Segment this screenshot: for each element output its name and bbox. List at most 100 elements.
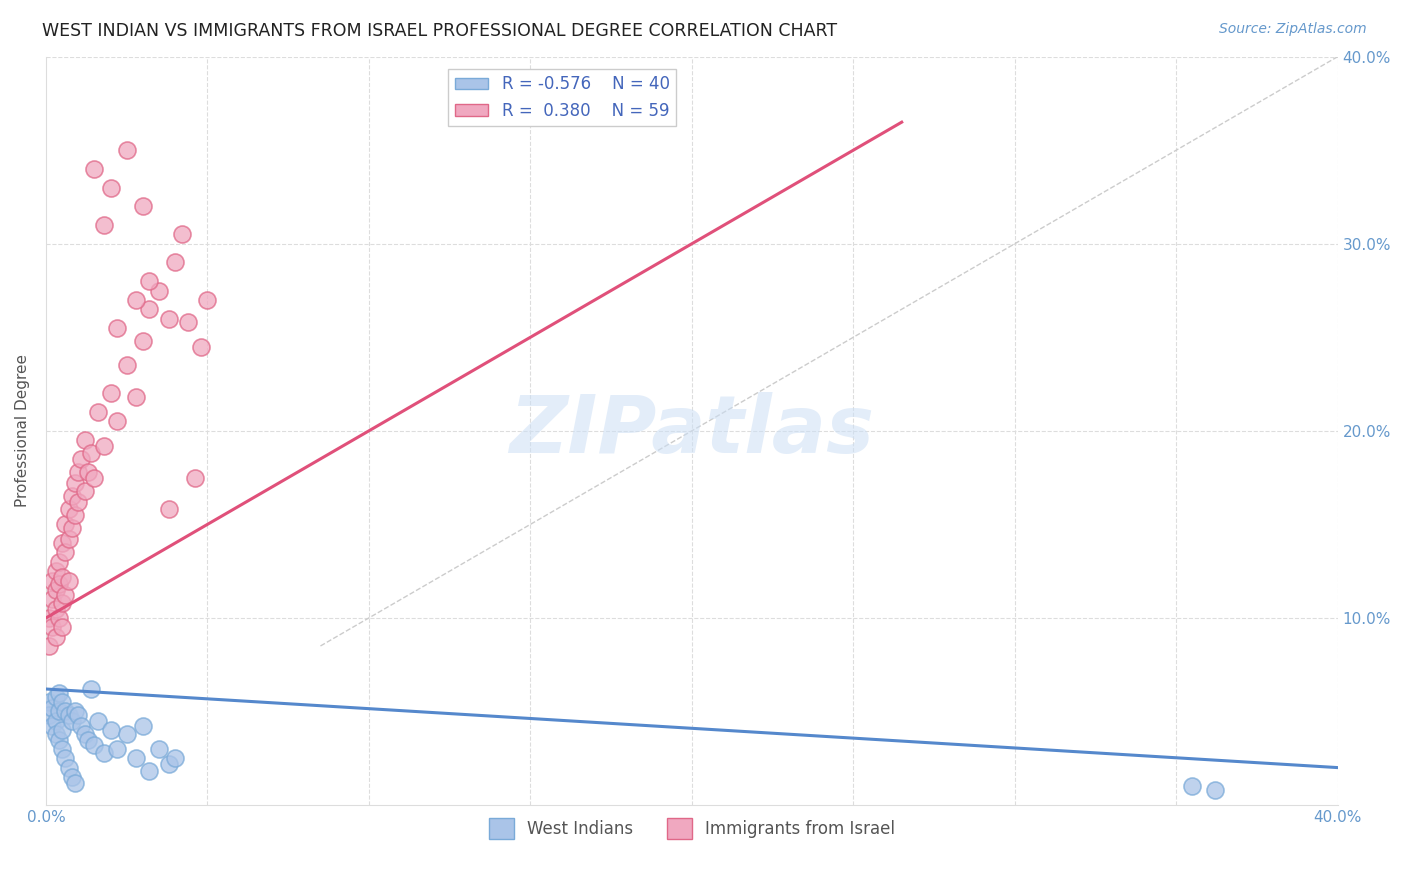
Point [63,476,86,491]
Point [125,293,148,307]
Point [58,574,80,588]
Point [45,714,67,728]
Point [38,639,60,653]
Point [58,533,80,547]
Point [190,340,212,354]
Point [58,502,80,516]
Text: ZIPatlas: ZIPatlas [509,392,875,470]
Point [38,708,60,723]
Point [48,686,70,700]
Point [60,714,83,728]
Point [77,732,100,747]
Point [105,742,128,756]
Point [60,770,83,784]
Point [51,536,73,550]
Point [67,495,90,509]
Legend: West Indians, Immigrants from Israel: West Indians, Immigrants from Israel [482,812,901,846]
Point [132,199,155,213]
Point [86,405,108,419]
Point [41,700,63,714]
Point [177,315,200,329]
Point [115,727,138,741]
Point [148,742,170,756]
Point [93,746,115,760]
Point [48,732,70,747]
Point [48,611,70,625]
Point [100,723,122,738]
Point [60,489,83,503]
Point [80,446,103,460]
Point [51,620,73,634]
Point [165,255,187,269]
Point [45,564,67,578]
Point [83,470,105,484]
Point [115,143,138,157]
Point [80,681,103,696]
Text: Source: ZipAtlas.com: Source: ZipAtlas.com [1219,22,1367,37]
Point [197,293,219,307]
Point [58,708,80,723]
Point [100,180,122,194]
Point [51,596,73,610]
Point [157,502,180,516]
Point [63,775,86,789]
Point [41,592,63,607]
Point [157,311,180,326]
Point [53,705,76,719]
Point [73,433,96,447]
Point [73,483,96,498]
Point [170,227,193,242]
Point [48,577,70,591]
Point [100,386,122,401]
Point [45,727,67,741]
Point [53,589,76,603]
Point [53,751,76,765]
Point [51,723,73,738]
Point [53,545,76,559]
Point [70,719,93,733]
Point [41,574,63,588]
Point [51,742,73,756]
Point [105,321,128,335]
Point [125,390,148,404]
Point [45,690,67,704]
Point [157,756,180,771]
Text: WEST INDIAN VS IMMIGRANTS FROM ISRAEL PROFESSIONAL DEGREE CORRELATION CHART: WEST INDIAN VS IMMIGRANTS FROM ISRAEL PR… [42,22,838,40]
Point [67,465,90,479]
Point [63,705,86,719]
Point [51,570,73,584]
Point [60,521,83,535]
Point [58,761,80,775]
Point [138,302,160,317]
Point [73,727,96,741]
Point [70,451,93,466]
Point [125,751,148,765]
Point [83,738,105,752]
Point [1181,780,1204,794]
Point [45,601,67,615]
Point [38,695,60,709]
Point [148,284,170,298]
Point [63,508,86,522]
Point [41,620,63,634]
Point [183,470,205,484]
Point [48,705,70,719]
Point [67,708,90,723]
Point [138,274,160,288]
Point [1204,783,1226,797]
Point [53,517,76,532]
Point [45,630,67,644]
Point [138,764,160,779]
Point [51,695,73,709]
Point [132,719,155,733]
Point [132,334,155,348]
Y-axis label: Professional Degree: Professional Degree [15,354,30,508]
Point [93,439,115,453]
Point [77,465,100,479]
Point [83,161,105,176]
Point [105,415,128,429]
Point [48,555,70,569]
Point [115,359,138,373]
Point [41,719,63,733]
Point [93,218,115,232]
